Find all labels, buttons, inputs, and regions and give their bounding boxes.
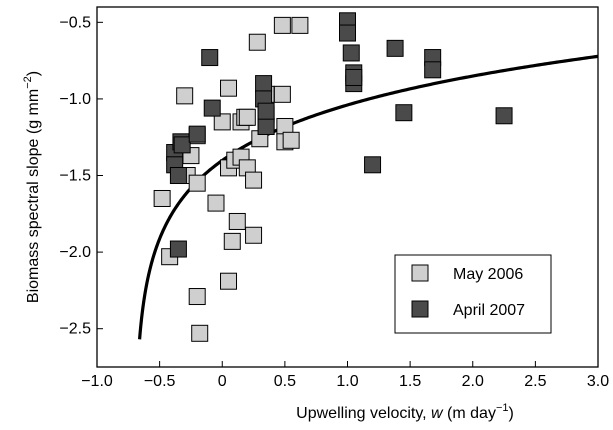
point-may-2006	[153, 189, 171, 207]
x-axis-title-var: w	[431, 405, 444, 422]
point-may-2006	[245, 226, 263, 244]
point-may-2006	[238, 108, 256, 126]
y-tick-label: −0.5	[59, 14, 91, 31]
point-april-2007	[255, 75, 273, 93]
point-april-2007	[257, 102, 275, 120]
x-tick-label: −0.5	[144, 373, 176, 390]
x-axis-title-post: (m day	[443, 405, 496, 422]
legend-marker-may-2006	[411, 264, 429, 282]
point-april-2007	[173, 136, 191, 154]
point-may-2006	[248, 33, 266, 51]
point-may-2006	[273, 85, 291, 103]
point-may-2006	[188, 288, 206, 306]
y-tick-label: −1.5	[59, 168, 91, 185]
y-tick-label: −2.5	[59, 321, 91, 338]
y-axis-title-close: )	[25, 71, 42, 76]
point-may-2006	[213, 113, 231, 131]
point-april-2007	[386, 39, 404, 57]
point-april-2007	[342, 44, 360, 62]
x-tick-label: −1.0	[81, 373, 113, 390]
point-april-2007	[169, 240, 187, 258]
x-axis-title-pre: Upwelling velocity,	[296, 405, 431, 422]
y-axis-title-pre: Biomass spectral slope (g mm	[25, 89, 42, 303]
axis-ticks: −1.0 −0.5 0 0.5 1.0 1.5 2.0 2.5 3.0 −2.5 −2.0 −1.5 −…	[59, 14, 609, 390]
legend-label-april-2007: April 2007	[453, 302, 525, 319]
data-points	[153, 12, 513, 342]
point-april-2007	[495, 107, 513, 125]
y-tick-label: −2.0	[59, 244, 91, 261]
legend-label-may-2006: May 2006	[453, 266, 523, 283]
point-april-2007	[169, 167, 187, 185]
x-axis-title-close: )	[509, 405, 514, 422]
x-tick-label: 1.0	[336, 373, 358, 390]
x-tick-label: 0.5	[274, 373, 296, 390]
point-may-2006	[282, 131, 300, 149]
x-tick-label: 0	[218, 373, 227, 390]
point-may-2006	[223, 232, 241, 250]
point-may-2006	[291, 16, 309, 34]
point-may-2006	[207, 194, 225, 212]
point-may-2006	[220, 272, 238, 290]
point-may-2006	[273, 16, 291, 34]
point-may-2006	[245, 171, 263, 189]
point-may-2006	[176, 87, 194, 105]
point-april-2007	[364, 156, 382, 174]
point-april-2007	[424, 61, 442, 79]
x-tick-label: 2.0	[462, 373, 484, 390]
x-tick-label: 3.0	[587, 373, 609, 390]
y-axis-title: Biomass spectral slope (g mm−2)	[22, 71, 42, 303]
x-tick-label: 1.5	[399, 373, 421, 390]
point-april-2007	[395, 104, 413, 122]
legend-marker-april-2007	[411, 300, 429, 318]
x-axis-title-sup: −1	[496, 402, 509, 414]
point-april-2007	[345, 68, 363, 86]
point-may-2006	[188, 174, 206, 192]
x-tick-label: 2.5	[524, 373, 546, 390]
point-april-2007	[203, 99, 221, 117]
y-axis-title-sup: −2	[22, 76, 34, 89]
point-april-2007	[201, 49, 219, 67]
point-may-2006	[191, 324, 209, 342]
legend: May 2006 April 2007	[394, 254, 552, 334]
y-tick-label: −1.0	[59, 91, 91, 108]
x-axis-title: Upwelling velocity, w (m day−1)	[296, 402, 514, 422]
point-april-2007	[257, 117, 275, 135]
point-april-2007	[339, 24, 356, 42]
point-may-2006	[228, 212, 246, 230]
point-april-2007	[188, 125, 206, 143]
point-may-2006	[220, 79, 238, 97]
